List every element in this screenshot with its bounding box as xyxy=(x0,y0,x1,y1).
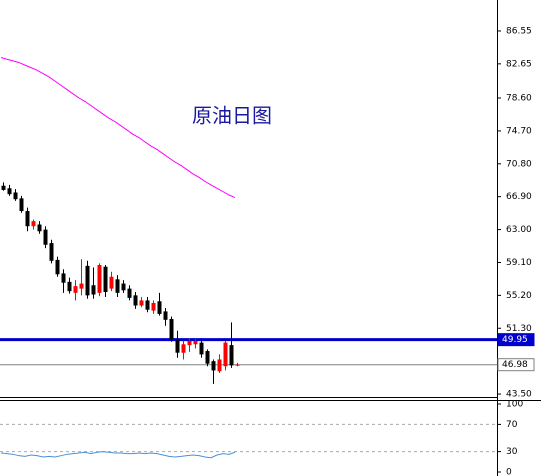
candle-body xyxy=(199,342,204,355)
candle-body xyxy=(25,211,30,227)
candle-body xyxy=(193,340,198,345)
candle-body xyxy=(127,288,132,298)
candle-body xyxy=(133,295,138,306)
y-tick-label: 59.10 xyxy=(506,258,532,268)
candle-body xyxy=(187,340,192,346)
price-label: 49.95 xyxy=(502,335,528,345)
candle-body xyxy=(67,281,72,292)
candle-body xyxy=(115,279,120,293)
moving-average xyxy=(0,57,236,198)
candle-body xyxy=(223,342,228,367)
candle-body xyxy=(91,285,96,295)
chart-title: 原油日图 xyxy=(192,104,272,128)
candle-body xyxy=(13,192,18,200)
candle-body xyxy=(175,339,180,353)
candle-body xyxy=(61,273,66,283)
y-tick-label: 55.20 xyxy=(506,291,532,301)
candle-body xyxy=(211,361,216,371)
y-tick-label: 74.70 xyxy=(506,126,532,136)
candle-body xyxy=(37,224,42,232)
y-tick-label: 63.00 xyxy=(506,225,532,235)
y-tick-label: 82.65 xyxy=(506,59,532,69)
candle-body xyxy=(73,286,78,293)
price-label-box xyxy=(497,333,535,347)
y-tick-label: 86.55 xyxy=(506,26,532,36)
y-tick-label: 66.90 xyxy=(506,192,532,202)
oscillator-line xyxy=(0,451,236,459)
candle-body xyxy=(181,344,186,353)
candle-body xyxy=(1,185,6,190)
candle-body xyxy=(109,276,114,289)
price-label-box xyxy=(497,358,535,372)
candle-body xyxy=(7,188,12,195)
candle-body xyxy=(205,351,210,364)
candle-body xyxy=(229,345,234,366)
price-label: 46.98 xyxy=(502,360,528,370)
candle-body xyxy=(157,301,162,314)
candle-body xyxy=(85,265,90,296)
candle-body xyxy=(49,243,54,261)
candle-body xyxy=(103,266,108,292)
candle-body xyxy=(169,318,174,340)
candle-body xyxy=(235,364,240,366)
y-tick-label: 51.30 xyxy=(506,324,532,334)
candle-body xyxy=(139,300,144,306)
y-tick-label: 43.50 xyxy=(506,390,532,400)
y-tick-label: 70 xyxy=(506,420,518,430)
candle-body xyxy=(79,283,84,289)
candle-body xyxy=(163,311,168,320)
candle-body xyxy=(121,283,126,291)
candle-body xyxy=(31,221,36,227)
y-tick-label: 70.80 xyxy=(506,159,532,169)
candle-body xyxy=(19,198,24,212)
candle-body xyxy=(97,265,102,293)
y-tick-label: 30 xyxy=(506,447,518,457)
y-tick-label: 78.60 xyxy=(506,94,532,104)
y-tick-label: 0 xyxy=(506,468,512,476)
candle-body xyxy=(55,259,60,275)
candle-body xyxy=(145,300,150,310)
candle-body xyxy=(151,302,156,311)
y-tick-label: 100 xyxy=(506,400,523,410)
candle-body xyxy=(43,229,48,245)
candle-body xyxy=(217,359,222,372)
